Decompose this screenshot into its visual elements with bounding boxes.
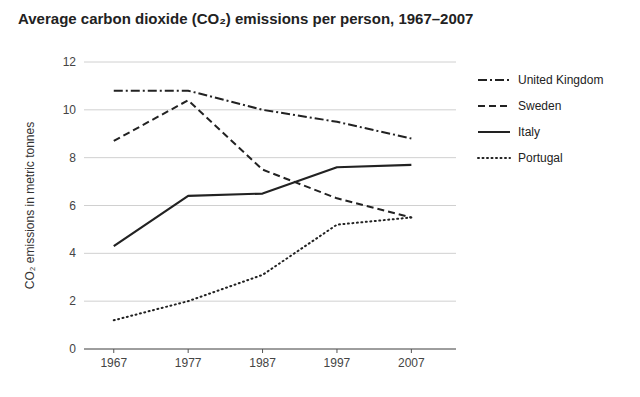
x-tick-label: 1997: [324, 356, 351, 370]
y-tick-label: 6: [69, 199, 76, 213]
grid-line: [84, 301, 456, 302]
chart-container: Average carbon dioxide (CO₂) emissions p…: [0, 0, 640, 397]
x-tick: [411, 349, 412, 353]
y-axis-label: CO₂ emissions in metric tonnes: [23, 122, 37, 289]
y-tick-label: 8: [69, 151, 76, 165]
chart: Average carbon dioxide (CO₂) emissions p…: [0, 0, 640, 397]
x-tick-label: 2007: [398, 356, 425, 370]
x-tick-label: 1987: [249, 356, 276, 370]
x-tick: [262, 349, 263, 353]
legend-label: Portugal: [518, 151, 563, 165]
y-tick-label: 12: [63, 55, 77, 69]
x-tick: [188, 349, 189, 353]
legend: United Kingdom Sweden Italy Portugal: [478, 73, 603, 165]
legend-label: Sweden: [518, 99, 561, 113]
plot-area: [114, 91, 412, 321]
series-line: [114, 91, 412, 139]
grid-line: [84, 205, 456, 206]
legend-swatch: [478, 131, 510, 133]
y-tick-label: 2: [69, 294, 76, 308]
x-tick: [113, 349, 114, 353]
x-tick: [336, 349, 337, 353]
x-tick-label: 1967: [100, 356, 127, 370]
y-tick-label: 0: [69, 342, 76, 356]
y-tick-label: 10: [63, 103, 77, 117]
series-line: [114, 100, 412, 217]
grid-line: [84, 157, 456, 158]
grid-line: [84, 253, 456, 254]
legend-label: Italy: [518, 125, 540, 139]
series-line: [114, 217, 412, 320]
series-line: [114, 165, 412, 246]
title: Average carbon dioxide (CO₂) emissions p…: [18, 10, 473, 27]
grid-line: [84, 349, 456, 350]
legend-swatch: [478, 157, 510, 159]
legend-label: United Kingdom: [518, 73, 603, 87]
background: [0, 0, 640, 397]
x-tick-label: 1977: [175, 356, 202, 370]
y-tick-label: 4: [69, 246, 76, 260]
legend-swatch: [478, 79, 510, 81]
grid-line: [84, 62, 456, 63]
x-axis-line: [84, 349, 456, 350]
legend-swatch: [478, 105, 510, 107]
